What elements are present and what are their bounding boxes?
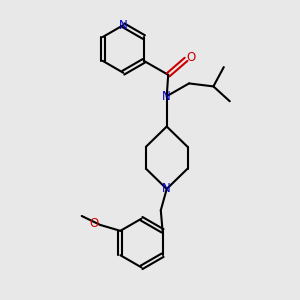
Text: O: O	[89, 217, 98, 230]
Text: O: O	[187, 51, 196, 64]
Text: N: N	[162, 182, 171, 195]
Text: N: N	[119, 19, 128, 32]
Text: N: N	[162, 90, 171, 103]
